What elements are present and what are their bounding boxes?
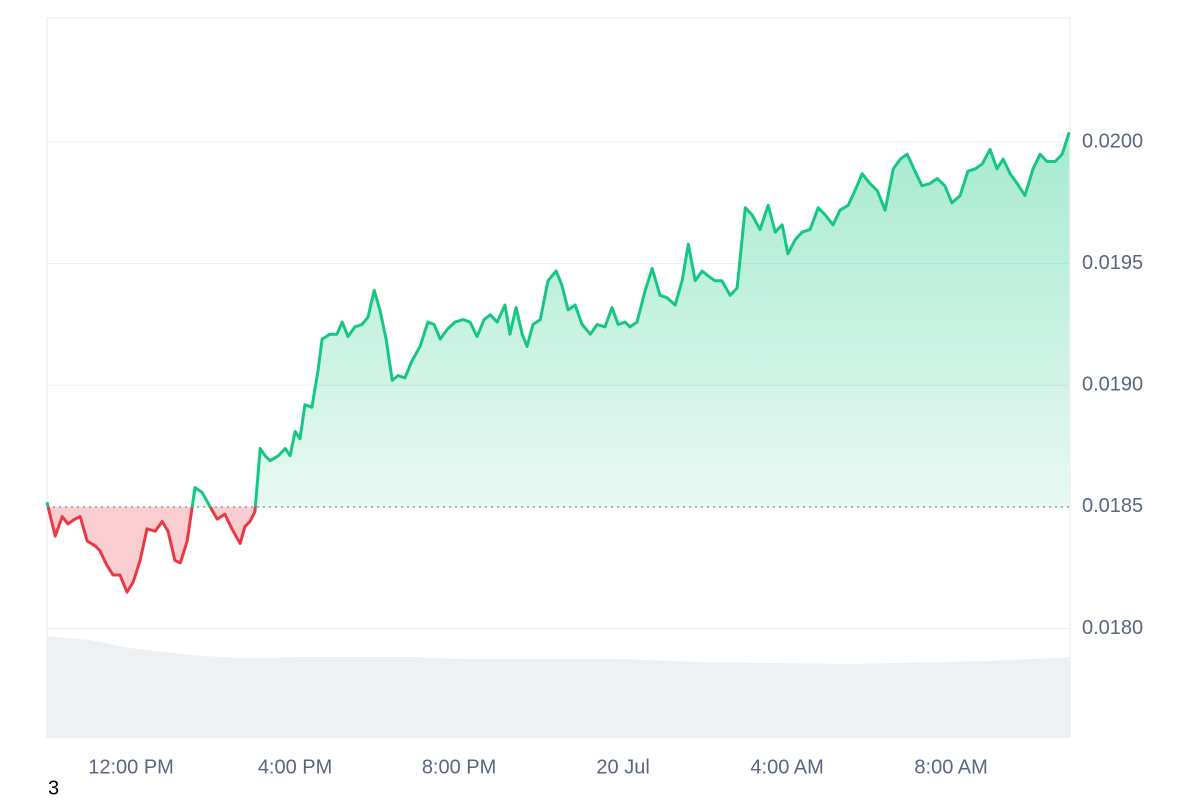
area-down: [47, 506, 1070, 593]
x-tick-label: 4:00 AM: [750, 756, 823, 778]
area-up: [47, 132, 1070, 507]
y-tick-label: 0.0200: [1082, 130, 1143, 152]
footnote: 3: [48, 777, 59, 799]
y-tick-label: 0.0185: [1082, 495, 1143, 517]
y-tick-label: 0.0190: [1082, 374, 1143, 396]
price-line: [45, 131, 1071, 594]
x-tick-label: 20 Jul: [596, 756, 649, 778]
y-tick-label: 0.0195: [1082, 252, 1143, 274]
x-tick-label: 12:00 PM: [88, 756, 174, 778]
y-tick-label: 0.0180: [1082, 617, 1143, 639]
x-tick-label: 8:00 AM: [914, 756, 987, 778]
volume-area: [47, 636, 1070, 738]
x-tick-label: 8:00 PM: [422, 756, 496, 778]
x-tick-label: 4:00 PM: [258, 756, 332, 778]
